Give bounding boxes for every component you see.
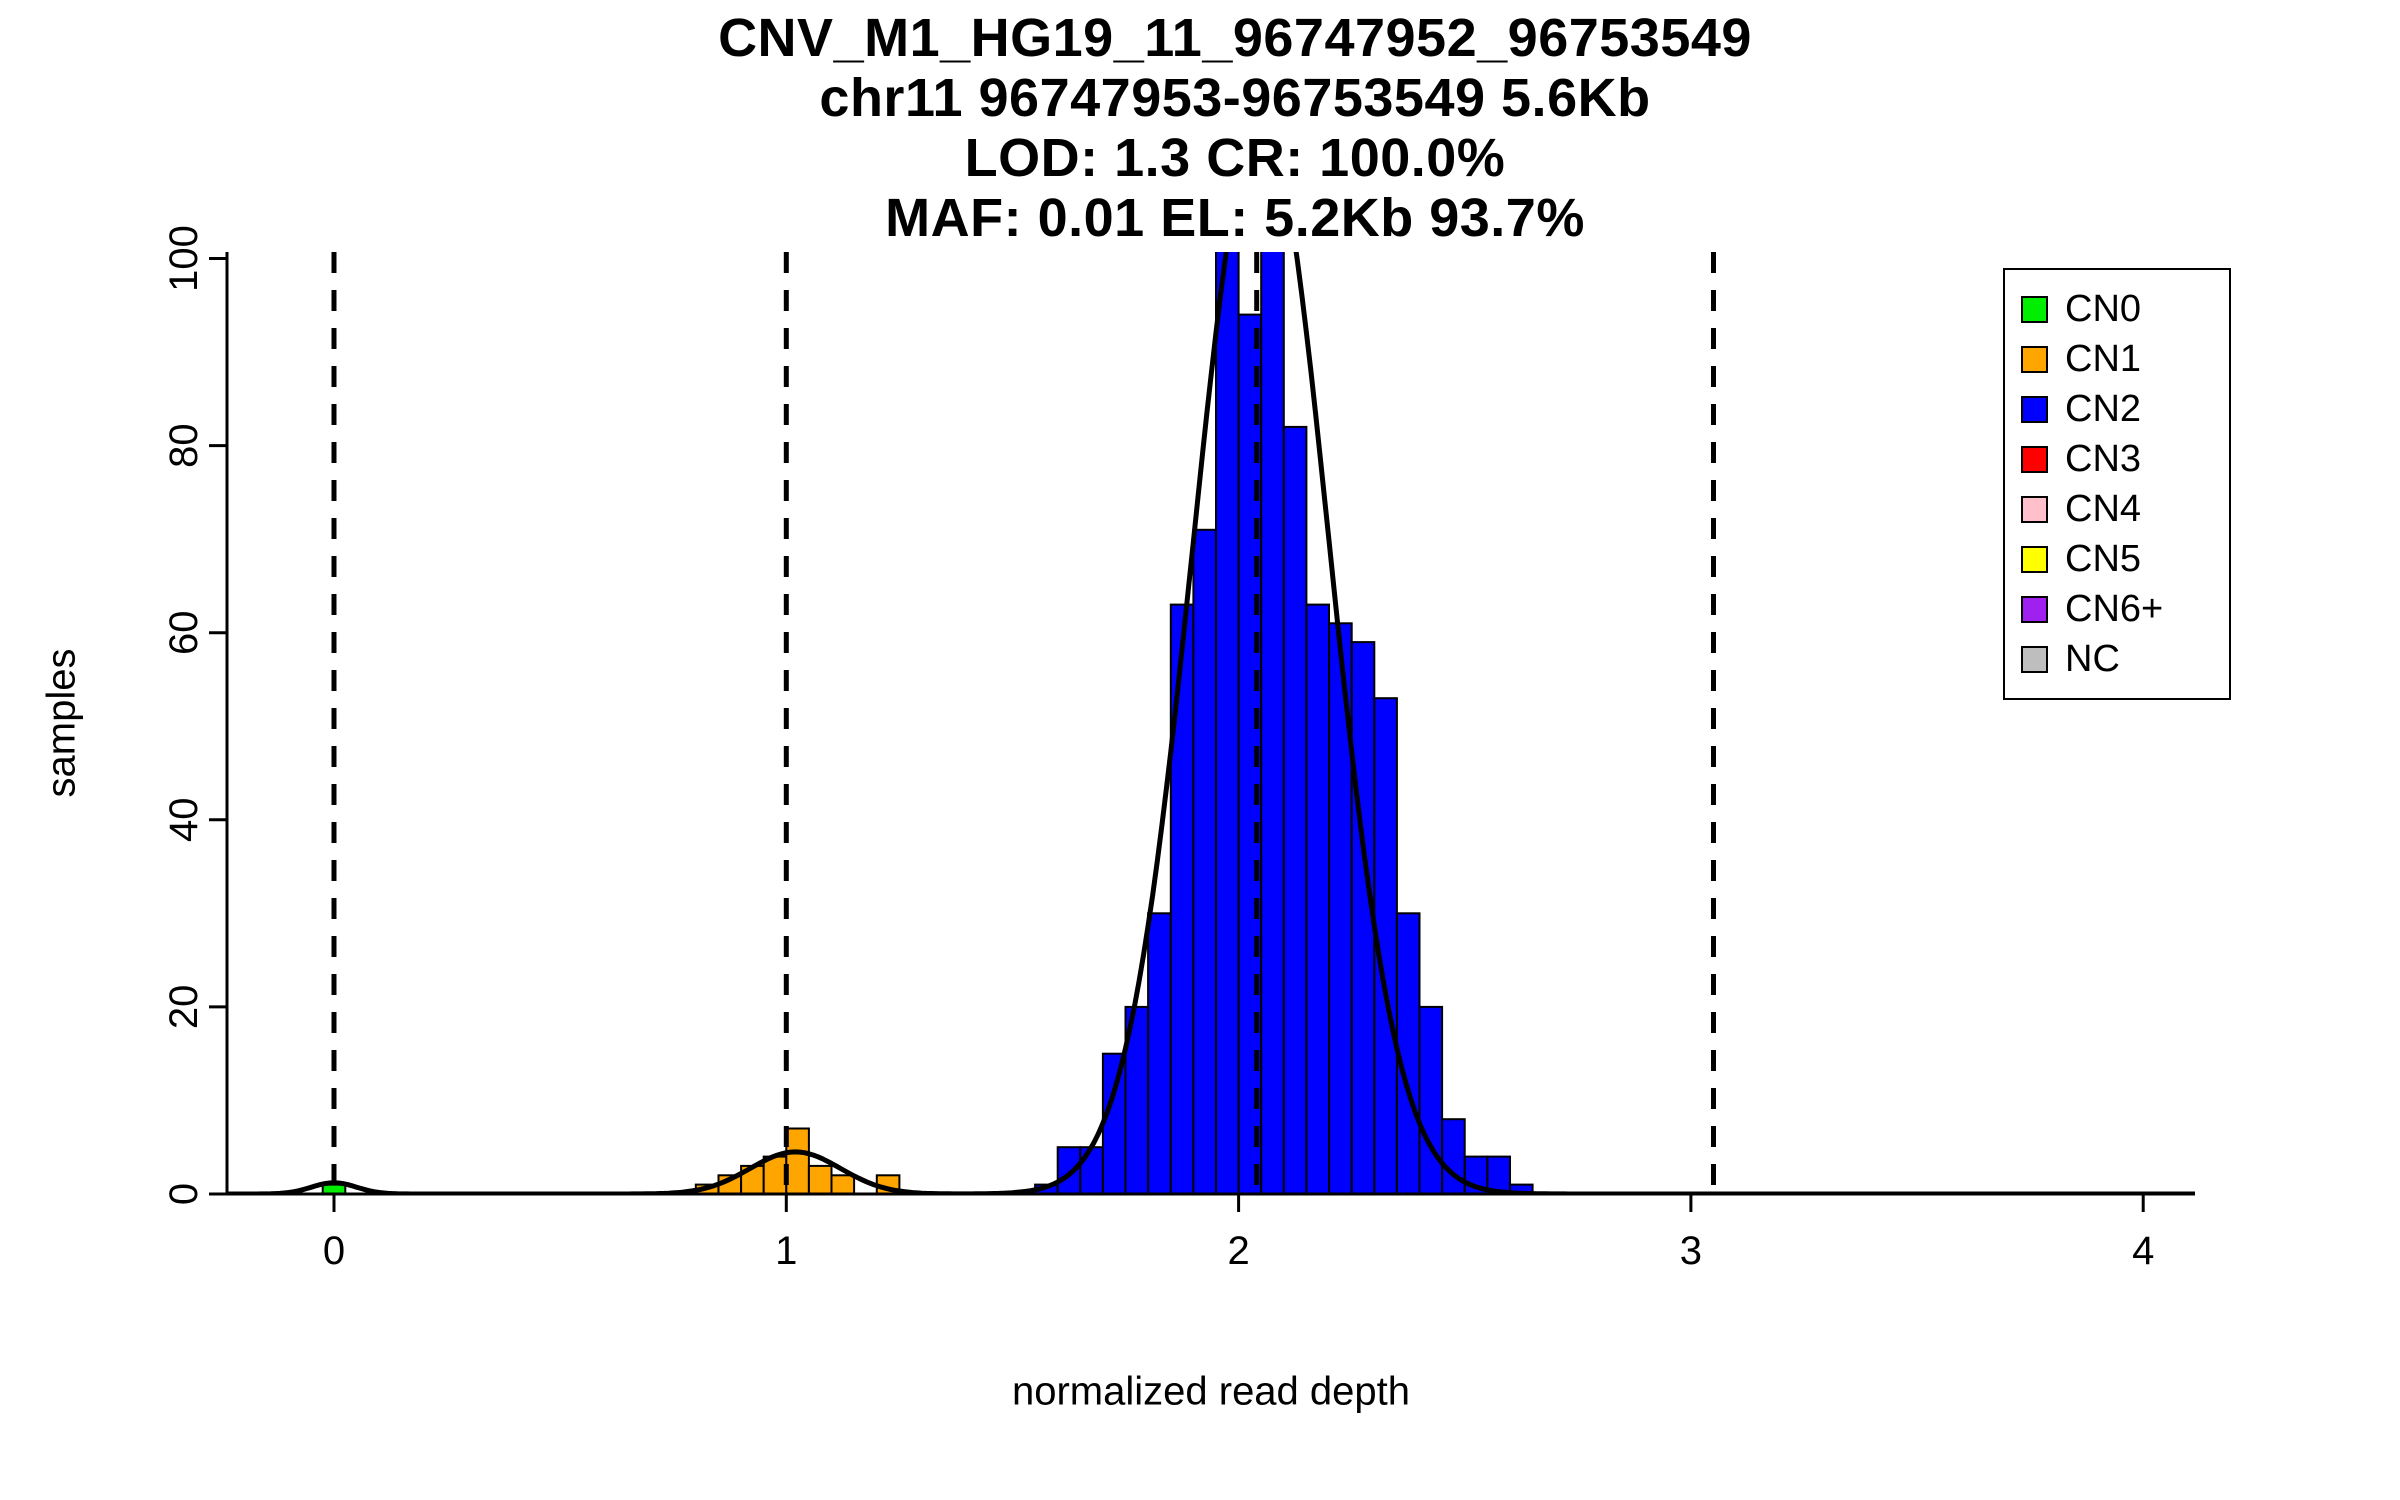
legend-swatch-nc	[2021, 645, 2048, 673]
y-tick-label: 0	[162, 1183, 206, 1205]
y-tick-label: 40	[162, 798, 206, 843]
chart-title-line-2: chr11 96747953-96753549 5.6Kb	[819, 68, 1651, 128]
legend-item-cn2: CN2	[2021, 384, 2229, 434]
legend-item-nc: NC	[2021, 634, 2229, 684]
histogram-bar-cn2	[1101, 1052, 1127, 1194]
y-axis-title: samples	[39, 648, 84, 798]
legend-swatch-cn2	[2021, 395, 2048, 423]
chart-title-line-4: MAF: 0.01 EL: 5.2Kb 93.7%	[885, 188, 1585, 248]
histogram-bar-cn2	[1147, 912, 1172, 1194]
histogram-bar-cn2	[1260, 252, 1285, 1194]
legend-box: CN0 CN1 CN2 CN3 CN4 CN5 CN6+ NC	[2003, 268, 2231, 700]
y-tick-label: 100	[162, 225, 206, 292]
x-tick-label: 1	[775, 1229, 797, 1273]
legend-item-label: CN4	[2065, 487, 2142, 530]
plot-area	[227, 252, 2195, 1194]
legend-item-label: CN5	[2065, 537, 2142, 580]
histogram-bar-cn2	[1192, 528, 1218, 1194]
legend-item-label: CN6+	[2065, 587, 2164, 630]
chart-title-line-3: LOD: 1.3 CR: 100.0%	[964, 128, 1506, 188]
x-axis-title: normalized read depth	[1011, 1369, 1411, 1414]
chart-title: CNV_M1_HG19_11_96747952_96753549 chr11 9…	[240, 8, 2230, 248]
histogram-bar-cn1	[762, 1155, 788, 1194]
histogram-bar-cn2	[1169, 603, 1195, 1194]
histogram-bar-cn1	[807, 1164, 833, 1194]
legend-item-cn3: CN3	[2021, 434, 2229, 484]
legend-item-cn0: CN0	[2021, 284, 2229, 334]
legend-swatch-cn4	[2021, 495, 2048, 523]
histogram-bar-cn1	[830, 1174, 856, 1194]
chart-title-line-1: CNV_M1_HG19_11_96747952_96753549	[718, 8, 1752, 68]
legend-item-label: CN3	[2065, 437, 2142, 480]
y-tick-label: 80	[162, 423, 206, 468]
legend-item-cn6plus: CN6+	[2021, 584, 2229, 634]
y-tick-label: 60	[162, 610, 206, 655]
legend-item-cn5: CN5	[2021, 534, 2229, 584]
histogram-bar-cn2	[1079, 1146, 1104, 1194]
legend-swatch-cn3	[2021, 445, 2048, 473]
x-tick-label: 0	[323, 1229, 345, 1273]
legend-item-label: CN1	[2065, 337, 2142, 380]
histogram-bar-cn2	[1282, 425, 1308, 1194]
x-tick-label: 2	[1227, 1229, 1249, 1273]
x-tick-label: 3	[1680, 1229, 1702, 1273]
histogram-bar-cn1	[785, 1127, 810, 1194]
y-tick-label: 20	[162, 985, 206, 1030]
legend-swatch-cn6plus	[2021, 595, 2048, 623]
legend-item-label: CN0	[2065, 287, 2142, 330]
legend-swatch-cn5	[2021, 545, 2048, 573]
histogram-bar-cn2	[1215, 252, 1240, 1194]
x-tick-label: 4	[2132, 1229, 2154, 1273]
legend-item-label: CN2	[2065, 387, 2142, 430]
legend-item-cn1: CN1	[2021, 334, 2229, 384]
histogram-bar-cn2	[1305, 603, 1331, 1194]
legend-swatch-cn1	[2021, 345, 2048, 373]
legend-item-label: NC	[2065, 637, 2120, 680]
legend-swatch-cn0	[2021, 295, 2048, 323]
histogram-bar-cn2	[1418, 1005, 1444, 1194]
legend-item-cn4: CN4	[2021, 484, 2229, 534]
density-curve	[227, 252, 2195, 1194]
